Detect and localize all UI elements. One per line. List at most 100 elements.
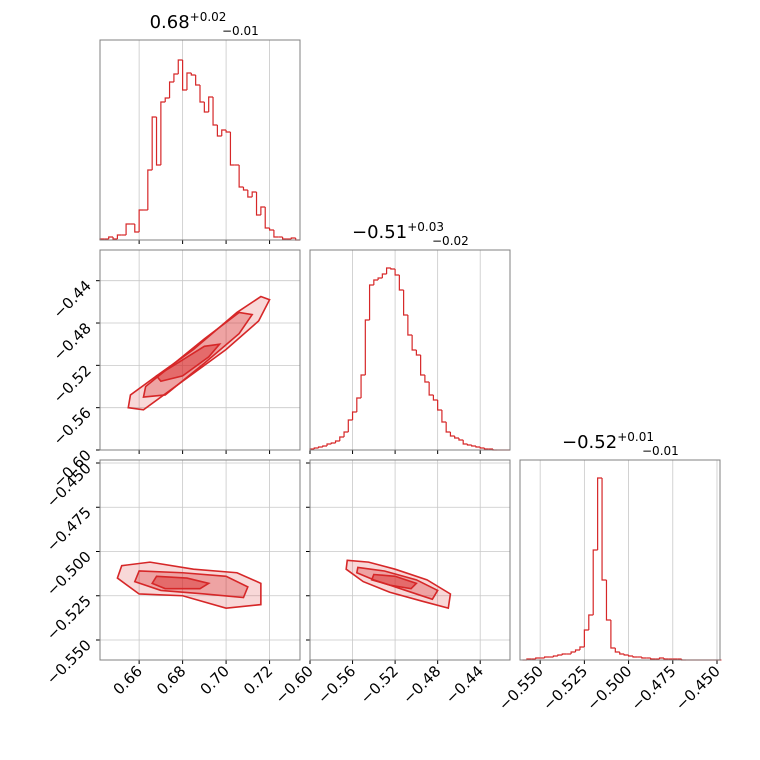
x-tick-label: 0.68 <box>153 662 189 698</box>
histogram-step <box>403 290 408 316</box>
histogram-step <box>238 165 244 188</box>
histogram-step <box>225 130 231 133</box>
histogram-step <box>561 653 567 655</box>
histogram-step <box>251 191 257 197</box>
histogram-step <box>351 411 357 420</box>
histogram-step <box>334 440 340 443</box>
histogram-step <box>264 207 270 229</box>
histogram-step <box>147 169 153 210</box>
histogram-step <box>182 60 187 91</box>
panel-title: −0.51+0.03 <box>352 220 444 243</box>
histogram-step <box>398 275 404 291</box>
histogram-step <box>583 629 589 647</box>
x-tick-label: −0.52 <box>357 662 402 707</box>
histogram-step <box>164 97 170 102</box>
histogram-step <box>216 125 222 137</box>
x-tick-label: 0.70 <box>197 662 233 698</box>
histogram-step <box>322 445 328 447</box>
y-tick-label: −0.52 <box>50 361 95 406</box>
y-tick-label: −0.550 <box>43 636 95 688</box>
histogram-step <box>186 72 192 90</box>
y-tick-label: −0.525 <box>43 592 95 644</box>
contour <box>155 343 222 383</box>
panel-frame <box>309 459 511 661</box>
title-value: −0.52 <box>562 432 617 453</box>
histogram-step <box>462 440 468 445</box>
contour <box>133 570 249 599</box>
x-tick-label: −0.450 <box>672 662 724 714</box>
histogram-step <box>663 658 669 660</box>
histogram-step <box>212 97 218 126</box>
histogram-step <box>658 657 664 659</box>
histogram-step <box>173 73 179 82</box>
histogram-step <box>360 374 366 398</box>
panel-title: −0.52+0.01 <box>562 430 654 453</box>
histogram-step <box>632 656 638 658</box>
histogram-step <box>466 444 472 446</box>
histogram-step <box>385 267 391 274</box>
histogram-step <box>394 269 400 276</box>
histogram-step <box>134 224 140 233</box>
x-tick-label: −0.60 <box>272 662 317 707</box>
histogram-step <box>116 234 122 239</box>
histogram-step <box>247 190 253 198</box>
histogram-step <box>317 446 323 448</box>
histogram-step <box>605 580 611 621</box>
histogram-step <box>160 101 166 165</box>
panel-frame <box>309 249 511 451</box>
histogram-step <box>535 657 541 659</box>
histogram-step <box>557 654 563 656</box>
histogram-step <box>471 445 476 447</box>
histogram-step <box>574 649 580 652</box>
histogram-step <box>203 102 209 113</box>
histogram-step <box>377 277 383 280</box>
title-lower: −0.02 <box>432 234 469 248</box>
histogram-step <box>356 397 362 412</box>
histogram-step <box>199 85 205 103</box>
histogram-step <box>208 96 214 112</box>
histogram-step <box>364 319 370 375</box>
histogram-step <box>432 395 438 401</box>
histogram-step <box>390 268 396 270</box>
histogram-step <box>454 436 459 439</box>
y-tick-label: −0.44 <box>50 277 95 322</box>
histogram-step <box>428 382 434 396</box>
x-tick-label: 0.72 <box>240 662 276 698</box>
histogram-step <box>415 350 421 356</box>
title-upper: +0.03 <box>407 220 444 234</box>
title-upper: +0.02 <box>190 10 227 24</box>
histogram-step <box>368 284 374 320</box>
histogram-step <box>381 273 387 278</box>
histogram-step <box>441 410 447 423</box>
y-tick-label: −0.56 <box>50 404 95 449</box>
title-lower: −0.01 <box>642 444 679 458</box>
title-lower: −0.01 <box>222 24 259 38</box>
histogram-step <box>326 443 332 446</box>
histogram-step <box>177 59 183 74</box>
histogram-step <box>619 652 625 655</box>
x-tick-label: 0.66 <box>110 662 146 698</box>
x-tick-label: −0.475 <box>628 662 680 714</box>
histogram-step <box>195 75 200 86</box>
histogram-step <box>373 279 379 285</box>
histogram-step <box>125 223 131 235</box>
histogram-step <box>242 187 248 191</box>
histogram-step <box>458 438 464 441</box>
histogram-step <box>627 655 633 657</box>
panel-frame <box>99 459 301 661</box>
histogram-step <box>610 620 616 649</box>
histogram-step <box>588 614 594 630</box>
histogram-step <box>650 658 656 660</box>
histogram-step <box>449 432 455 437</box>
histogram-step <box>407 315 413 336</box>
histogram-step <box>330 442 336 444</box>
x-tick-label: −0.44 <box>442 662 487 707</box>
histogram-step <box>255 192 261 216</box>
histogram-step <box>273 230 279 238</box>
histogram-step <box>151 116 157 170</box>
histogram-step <box>221 129 227 136</box>
histogram-step <box>108 236 114 239</box>
histogram-step <box>475 446 481 448</box>
x-tick-label: −0.550 <box>495 662 547 714</box>
histogram-step <box>190 73 196 76</box>
